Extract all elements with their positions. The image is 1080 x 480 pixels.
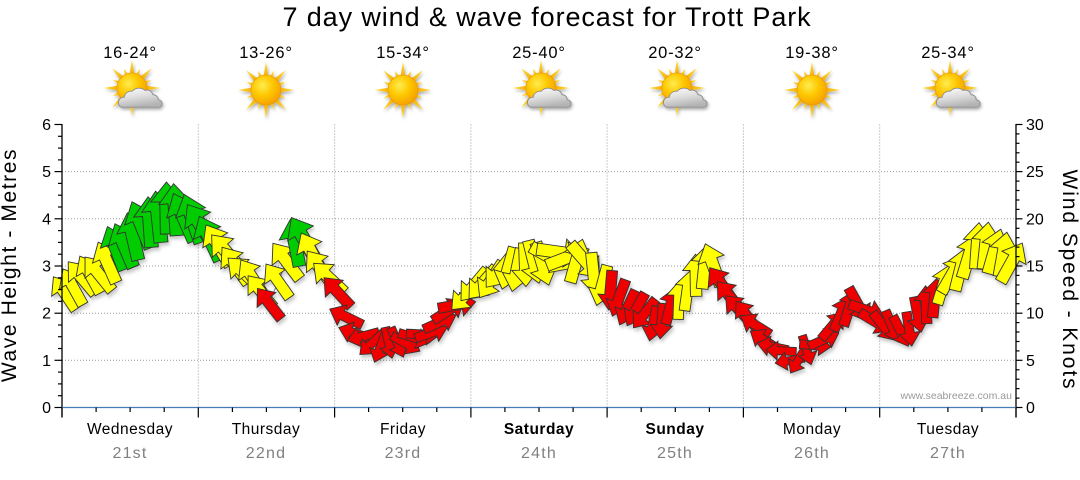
svg-text:25th: 25th	[657, 445, 693, 462]
svg-text:Wednesday: Wednesday	[87, 421, 173, 438]
svg-text:25-34°: 25-34°	[921, 44, 975, 62]
svg-text:27th: 27th	[930, 445, 966, 462]
svg-text:20-32°: 20-32°	[648, 44, 702, 62]
svg-text:10: 10	[1026, 306, 1044, 323]
svg-text:Sunday: Sunday	[646, 421, 705, 438]
svg-text:7 day wind & wave forecast for: 7 day wind & wave forecast for Trott Par…	[282, 2, 811, 32]
svg-text:20: 20	[1026, 211, 1044, 228]
svg-text:22nd: 22nd	[246, 445, 286, 462]
svg-text:13-26°: 13-26°	[239, 44, 293, 62]
svg-text:0: 0	[1026, 400, 1035, 417]
svg-text:www.seabreeze.com.au: www.seabreeze.com.au	[900, 390, 1013, 402]
svg-text:25-40°: 25-40°	[512, 44, 566, 62]
svg-text:Friday: Friday	[380, 421, 426, 438]
svg-text:0: 0	[42, 400, 51, 417]
svg-text:Wind Speed - Knots: Wind Speed - Knots	[1058, 170, 1080, 391]
svg-text:5: 5	[1026, 353, 1035, 370]
svg-text:21st: 21st	[112, 445, 147, 462]
svg-text:24th: 24th	[521, 445, 557, 462]
svg-text:25: 25	[1026, 164, 1044, 181]
svg-text:4: 4	[42, 211, 51, 228]
svg-text:Monday: Monday	[783, 421, 841, 438]
svg-text:3: 3	[42, 259, 51, 276]
svg-text:30: 30	[1026, 117, 1044, 134]
svg-text:5: 5	[42, 164, 51, 181]
svg-text:2: 2	[42, 306, 51, 323]
svg-text:15: 15	[1026, 259, 1044, 276]
svg-text:15-34°: 15-34°	[376, 44, 430, 62]
svg-text:Thursday: Thursday	[232, 421, 301, 438]
svg-text:Saturday: Saturday	[504, 421, 574, 438]
svg-text:16-24°: 16-24°	[103, 44, 157, 62]
svg-text:1: 1	[42, 353, 51, 370]
svg-text:Wave Height - Metres: Wave Height - Metres	[0, 148, 21, 382]
svg-text:19-38°: 19-38°	[785, 44, 839, 62]
svg-text:26th: 26th	[794, 445, 830, 462]
svg-text:23rd: 23rd	[385, 445, 422, 462]
svg-text:6: 6	[42, 117, 51, 134]
svg-text:Tuesday: Tuesday	[917, 421, 979, 438]
